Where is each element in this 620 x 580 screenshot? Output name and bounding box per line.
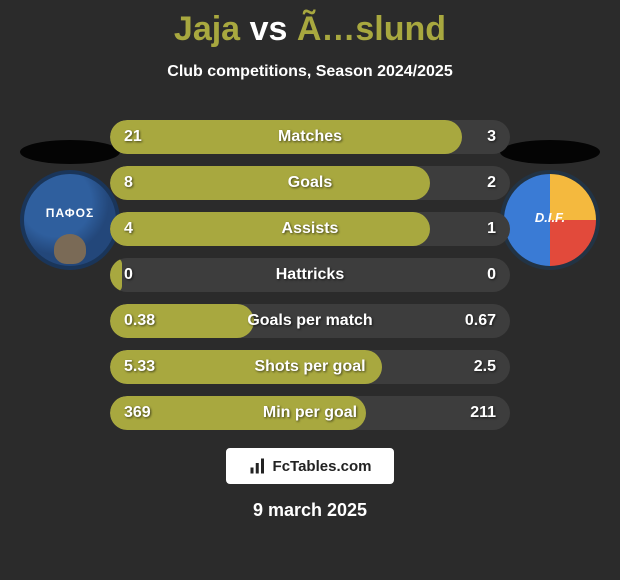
vs-text: vs — [250, 10, 288, 48]
crest-right-label: D.I.F. — [500, 210, 600, 225]
stat-label: Hattricks — [110, 258, 510, 292]
stat-row: 5.33Shots per goal2.5 — [110, 350, 510, 384]
stat-rows: 21Matches38Goals24Assists10Hattricks00.3… — [110, 120, 510, 442]
crest-left-label: ΠΑΦΟΣ — [20, 206, 120, 220]
stat-label: Shots per goal — [110, 350, 510, 384]
stat-right-value: 1 — [487, 212, 496, 246]
stat-row: 4Assists1 — [110, 212, 510, 246]
stat-right-value: 0.67 — [465, 304, 496, 338]
player-left-name: Jaja — [174, 10, 240, 48]
subtitle: Club competitions, Season 2024/2025 — [0, 63, 620, 81]
stat-label: Goals per match — [110, 304, 510, 338]
fctables-logo[interactable]: FcTables.com — [226, 448, 394, 484]
stat-row: 21Matches3 — [110, 120, 510, 154]
stat-right-value: 2.5 — [474, 350, 496, 384]
crest-right: D.I.F. — [500, 170, 600, 270]
stat-row: 0.38Goals per match0.67 — [110, 304, 510, 338]
stat-label: Matches — [110, 120, 510, 154]
stat-label: Min per goal — [110, 396, 510, 430]
stat-right-value: 3 — [487, 120, 496, 154]
stat-right-value: 2 — [487, 166, 496, 200]
stat-row: 369Min per goal211 — [110, 396, 510, 430]
player-right-name: Ã…slund — [297, 10, 446, 48]
page-title: Jaja vs Ã…slund — [0, 0, 620, 49]
bars-icon — [249, 457, 267, 475]
stat-row: 0Hattricks0 — [110, 258, 510, 292]
crest-shadow — [500, 140, 600, 164]
date-text: 9 march 2025 — [0, 500, 620, 521]
stat-row: 8Goals2 — [110, 166, 510, 200]
crest-shadow — [20, 140, 120, 164]
stat-label: Goals — [110, 166, 510, 200]
stat-right-value: 211 — [470, 396, 496, 430]
crest-left-face — [54, 234, 86, 264]
logo-text: FcTables.com — [273, 458, 372, 475]
crest-left: ΠΑΦΟΣ — [20, 170, 120, 270]
stat-label: Assists — [110, 212, 510, 246]
stat-right-value: 0 — [487, 258, 496, 292]
